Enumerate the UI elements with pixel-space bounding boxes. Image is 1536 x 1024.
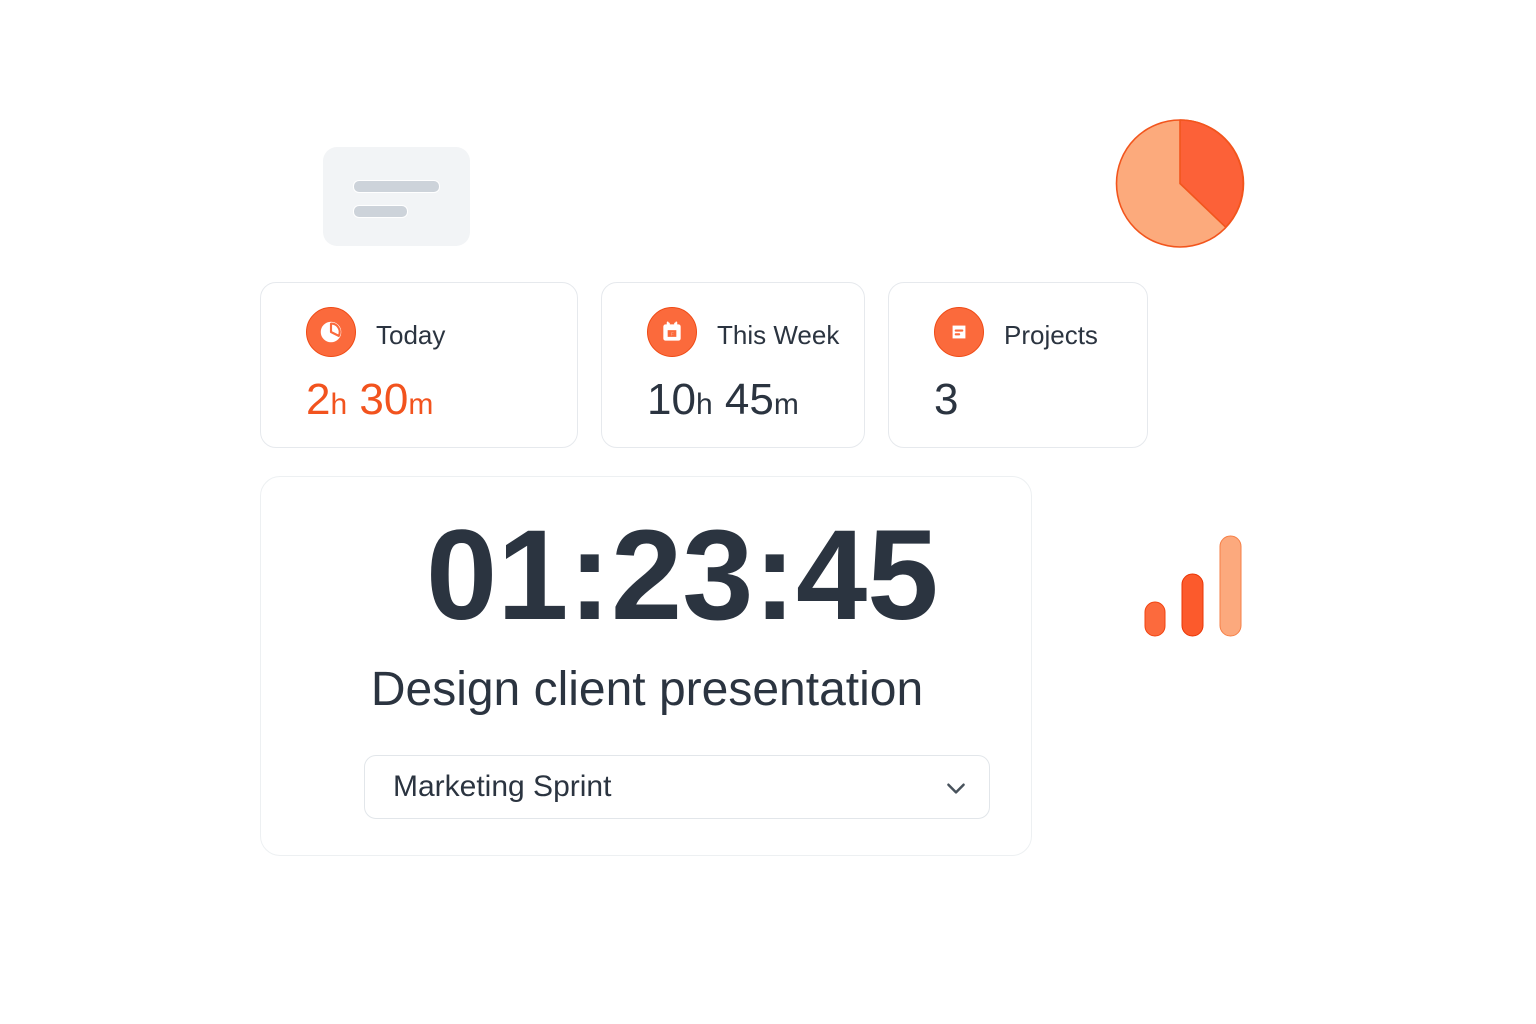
svg-text:F: F [671, 332, 674, 337]
